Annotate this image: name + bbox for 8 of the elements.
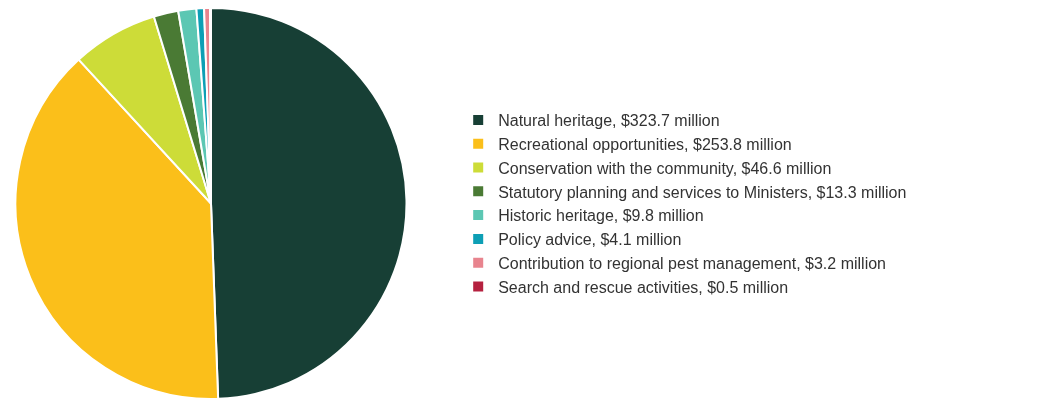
legend-label: Statutory planning and services to Ministers, $13.3 million [498, 183, 907, 201]
legend-label: Conservation with the community, $46.6 million [498, 159, 832, 177]
legend-label: Contribution to regional pest management, $3.2 million [498, 254, 886, 272]
legend-label: Natural heritage, $323.7 million [498, 112, 720, 130]
legend-label: Policy advice, $4.1 million [498, 231, 682, 249]
legend-label: Recreational opportunities, $253.8 million [498, 135, 792, 153]
legend-label: Historic heritage, $9.8 million [498, 207, 704, 225]
legend-label: Search and rescue activities, $0.5 million [498, 278, 789, 296]
